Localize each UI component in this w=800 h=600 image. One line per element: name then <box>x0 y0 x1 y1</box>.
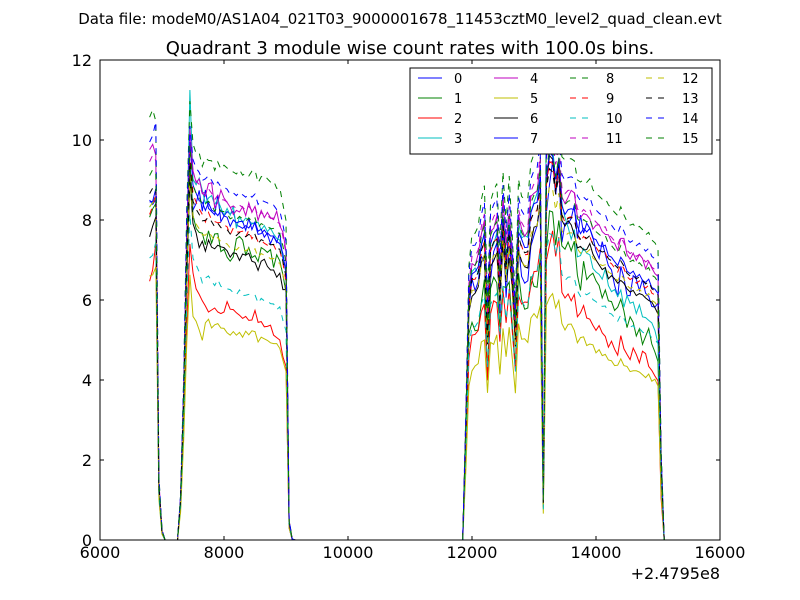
y-tick-label: 4 <box>82 371 92 390</box>
legend-label-1: 1 <box>454 92 462 107</box>
x-tick-label: 10000 <box>323 543 374 562</box>
legend-label-2: 2 <box>454 112 462 127</box>
series-line-2 <box>149 230 674 540</box>
legend-label-14: 14 <box>682 112 699 127</box>
legend-label-5: 5 <box>530 92 538 107</box>
x-offset-label: +2.4795e8 <box>631 564 720 583</box>
x-tick-label: 14000 <box>571 543 622 562</box>
legend-label-12: 12 <box>682 72 699 87</box>
legend-label-0: 0 <box>454 72 462 87</box>
legend-label-4: 4 <box>530 72 538 87</box>
x-tick-label: 6000 <box>80 543 121 562</box>
series-line-8 <box>149 101 674 540</box>
y-tick-label: 10 <box>72 131 92 150</box>
legend-label-6: 6 <box>530 112 538 127</box>
figure-suptitle: Data file: modeM0/AS1A04_021T03_90000016… <box>78 10 722 29</box>
y-tick-label: 8 <box>82 211 92 230</box>
y-tick-label: 0 <box>82 531 92 550</box>
legend-label-3: 3 <box>454 132 462 147</box>
legend-label-11: 11 <box>606 132 623 147</box>
series-line-3 <box>149 89 674 540</box>
chart-title: Quadrant 3 module wise count rates with … <box>166 38 655 59</box>
series-line-13 <box>149 161 674 540</box>
y-tick-label: 2 <box>82 451 92 470</box>
series-line-15 <box>149 145 674 540</box>
series-line-9 <box>149 151 674 540</box>
legend-label-13: 13 <box>682 92 699 107</box>
x-tick-label: 16000 <box>695 543 746 562</box>
y-tick-label: 12 <box>72 51 92 70</box>
x-tick-label: 8000 <box>204 543 245 562</box>
series-line-10 <box>149 213 674 540</box>
legend-label-10: 10 <box>606 112 623 127</box>
series-line-11 <box>149 131 674 540</box>
legend-label-15: 15 <box>682 132 699 147</box>
x-tick-label: 12000 <box>447 543 498 562</box>
series-line-12 <box>149 177 674 540</box>
legend-label-8: 8 <box>606 72 614 87</box>
series-line-14 <box>149 120 674 540</box>
legend-label-7: 7 <box>530 132 538 147</box>
legend-box <box>409 67 713 155</box>
y-tick-label: 6 <box>82 291 92 310</box>
series-line-5 <box>149 267 674 540</box>
plot-area <box>149 89 674 540</box>
series-line-7 <box>149 141 674 540</box>
series-line-6 <box>149 154 674 540</box>
legend-label-9: 9 <box>606 92 614 107</box>
